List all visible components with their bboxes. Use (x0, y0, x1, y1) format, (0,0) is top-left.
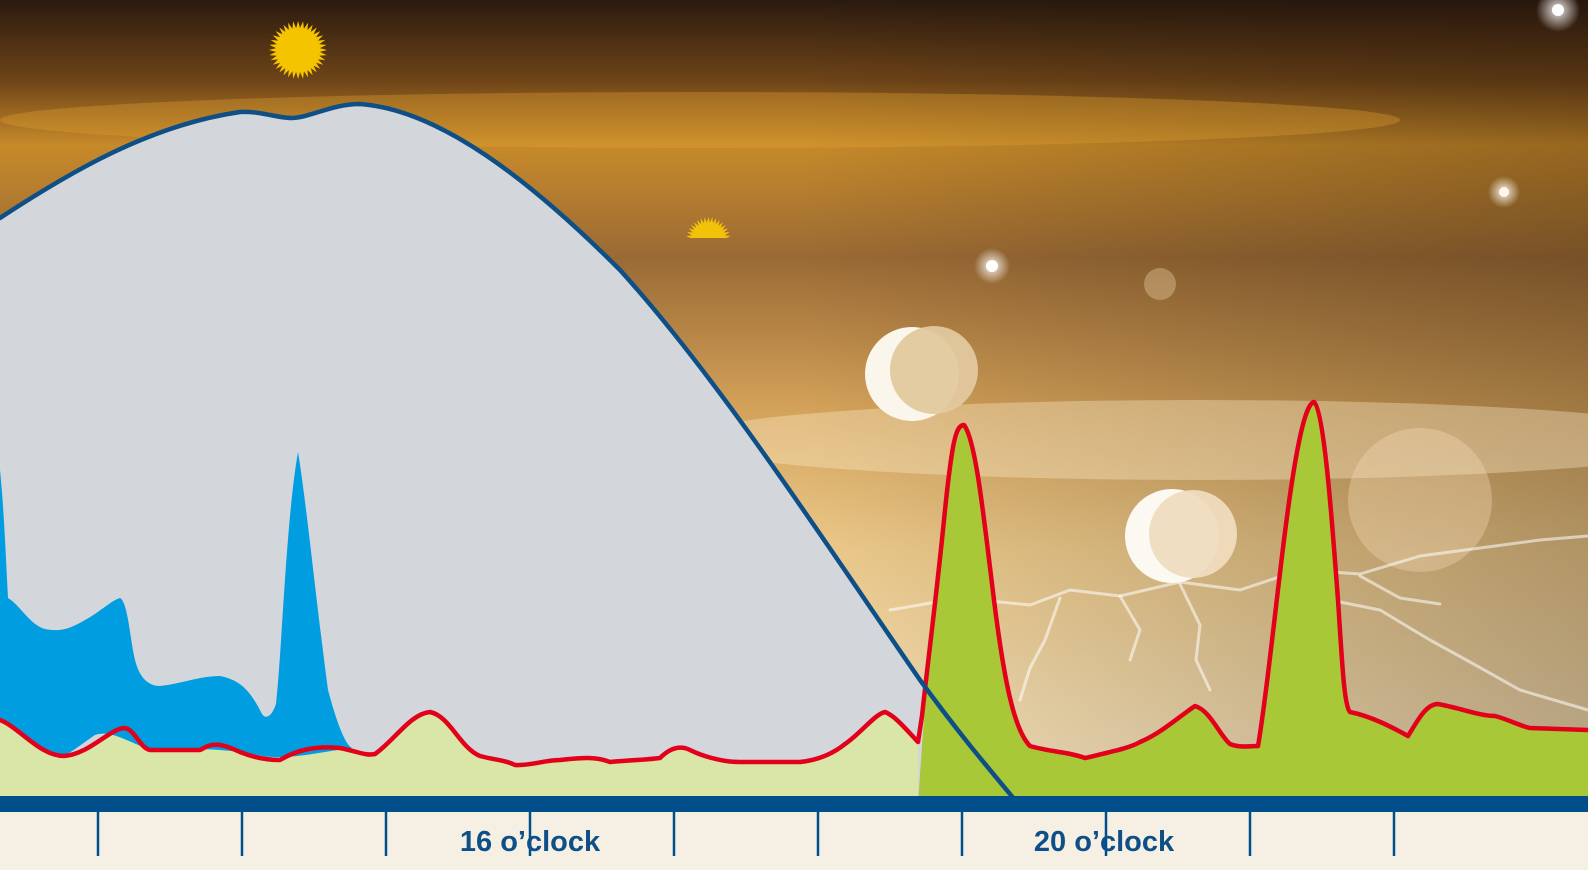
daylight-curve (0, 101, 1023, 809)
pale-green-area (0, 712, 918, 806)
blue-area (0, 452, 352, 758)
setting-sun-icon (686, 217, 731, 238)
star-icon (1536, 0, 1580, 32)
axis-label-16: 16 o’clock (459, 826, 601, 858)
axis-area (0, 806, 1588, 870)
time-axis-band (0, 796, 1588, 812)
daylight-area (0, 104, 1020, 806)
moon-glow (1348, 428, 1492, 572)
star-icon (1144, 268, 1176, 300)
star-icon (974, 248, 1010, 284)
star-icon (1488, 176, 1520, 208)
moon-icon (865, 326, 978, 421)
axis-ticks (96, 812, 1396, 856)
moon-icon (1125, 489, 1237, 583)
sun-icon (269, 21, 327, 79)
red-activity-curve (0, 399, 1588, 768)
axis-label-20: 20 o’clock (1033, 826, 1175, 858)
